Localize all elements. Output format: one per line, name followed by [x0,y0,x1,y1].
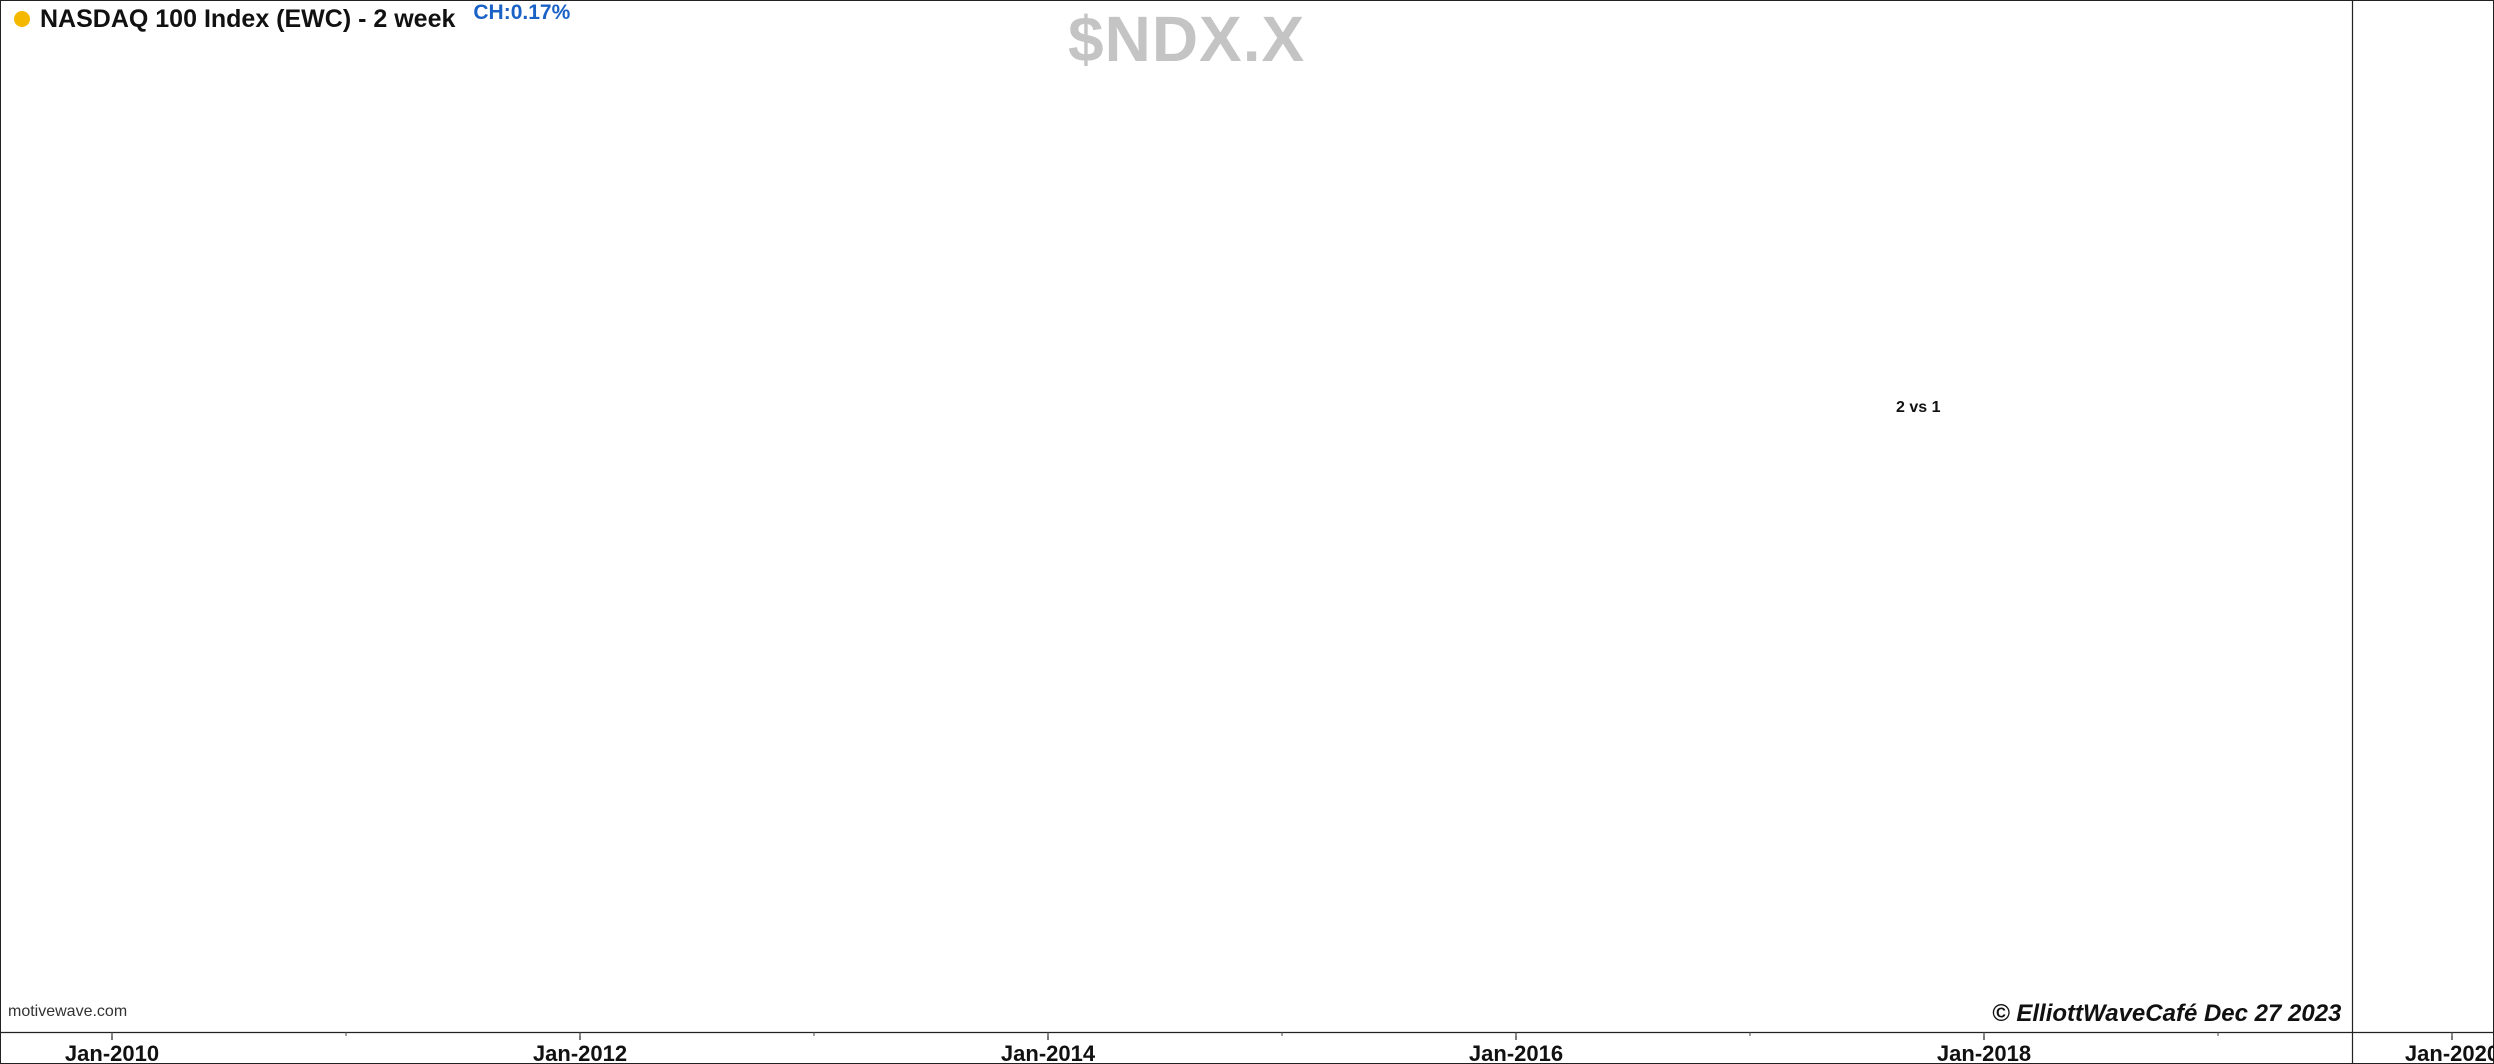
chart-note: 2 vs 1 [1896,399,1941,416]
x-tick-label: Jan-2014 [1001,1041,1096,1064]
x-tick-label: Jan-2020 [2405,1041,2494,1064]
source-watermark: motivewave.com [8,1003,128,1020]
chart-title: NASDAQ 100 Index (EWC) - 2 week [40,4,456,33]
symbol-watermark: $NDX.X [1068,3,1306,75]
chart-header: NASDAQ 100 Index (EWC) - 2 week CH:0.17% [14,1,571,34]
x-tick-label: Jan-2010 [65,1041,159,1064]
status-dot-icon [14,11,30,27]
x-tick-label: Jan-2012 [533,1041,627,1064]
x-tick-label: Jan-2016 [1469,1041,1563,1064]
copyright-notice: © ElliottWaveCafé Dec 27 2023 [1992,1000,2342,1027]
change-percent: CH:0.17% [473,1,571,24]
x-tick-label: Jan-2018 [1937,1041,2031,1064]
